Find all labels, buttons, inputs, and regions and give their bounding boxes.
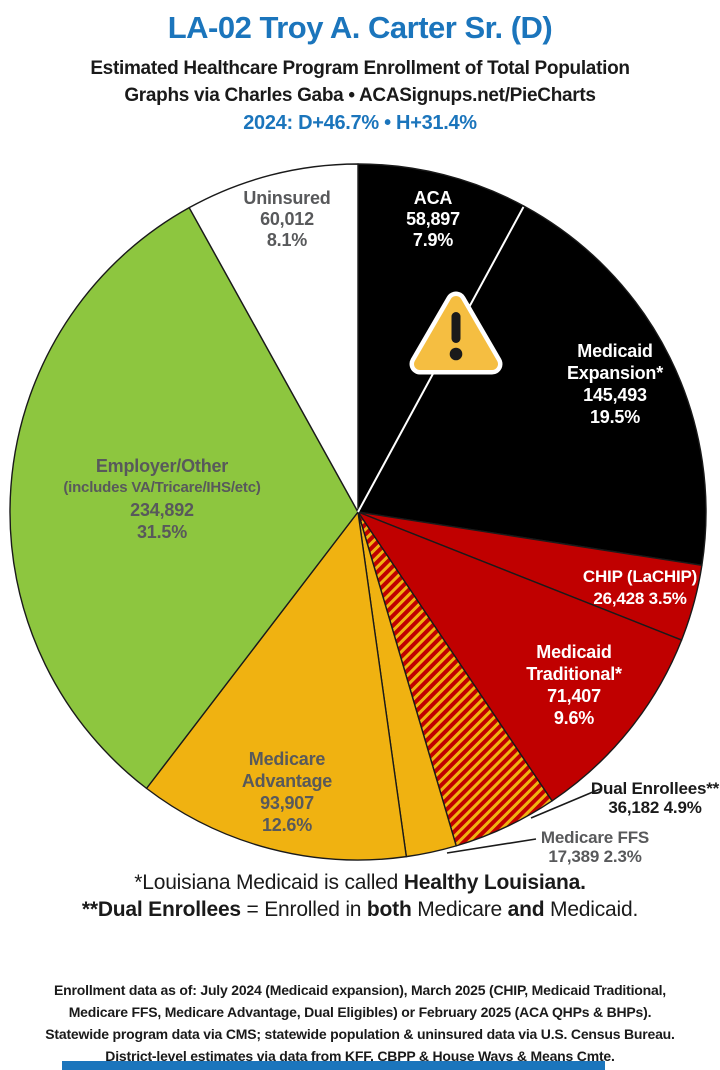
dual-enrollees-leader-line xyxy=(530,788,601,819)
footnote-dual-enrollees: **Dual Enrollees = Enrolled in both Medi… xyxy=(81,898,639,921)
slice-label-chip: CHIP (LaCHIP) 26,428 3.5% xyxy=(582,567,698,608)
exclamation-bar xyxy=(451,312,461,343)
pie-chart xyxy=(8,162,708,862)
footer-line-4: District-level estimates via data from K… xyxy=(105,1048,615,1064)
warning-icon xyxy=(409,291,503,375)
pie-slice-medicaid-traditional xyxy=(357,511,683,802)
slice-label-medicare-advantage: Medicare Advantage 93,907 12.6% xyxy=(241,749,333,835)
exclamation-dot xyxy=(449,347,463,361)
slice-label-uninsured: Uninsured 60,012 8.1% xyxy=(243,188,331,250)
slice-label-medicaid-expansion: Medicaid Expansion* 145,493 19.5% xyxy=(566,341,664,427)
bottom-accent-bar xyxy=(62,1061,605,1070)
slice-label-aca: ACA 58,897 7.9% xyxy=(406,188,460,250)
footnote-medicaid: *Louisiana Medicaid is called Healthy Lo… xyxy=(134,871,586,894)
page-title: LA-02 Troy A. Carter Sr. (D) xyxy=(167,10,553,45)
footer-line-1: Enrollment data as of: July 2024 (Medica… xyxy=(54,982,666,998)
footer-line-3: Statewide program data via CMS; statewid… xyxy=(45,1026,675,1042)
footer-line-2: Medicare FFS, Medicare Advantage, Dual E… xyxy=(68,1004,652,1020)
credit-line: Graphs via Charles Gaba • ACASignups.net… xyxy=(124,85,596,106)
pie-chart-svg xyxy=(9,163,707,861)
pie-slice-employer-other xyxy=(9,206,359,790)
pie-slice-medicaid-expansion xyxy=(357,205,707,567)
partisan-lean: 2024: D+46.7% • H+31.4% xyxy=(243,112,477,134)
pie-overlays xyxy=(357,206,601,854)
medicare-ffs-leader-line xyxy=(446,838,537,854)
slice-label-medicare-ffs: Medicare FFS 17,389 2.3% xyxy=(540,828,650,866)
pie-slice-uninsured xyxy=(188,163,359,513)
pie-slice-medicare-advantage xyxy=(145,511,408,861)
slice-label-dual-enrollees: Dual Enrollees** 36,182 4.9% xyxy=(590,779,720,817)
slice-label-medicaid-traditional: Medicaid Traditional* 71,407 9.6% xyxy=(526,642,622,728)
slice-label-employer-other: Employer/Other (includes VA/Tricare/IHS/… xyxy=(63,456,261,542)
subtitle: Estimated Healthcare Program Enrollment … xyxy=(90,58,630,79)
